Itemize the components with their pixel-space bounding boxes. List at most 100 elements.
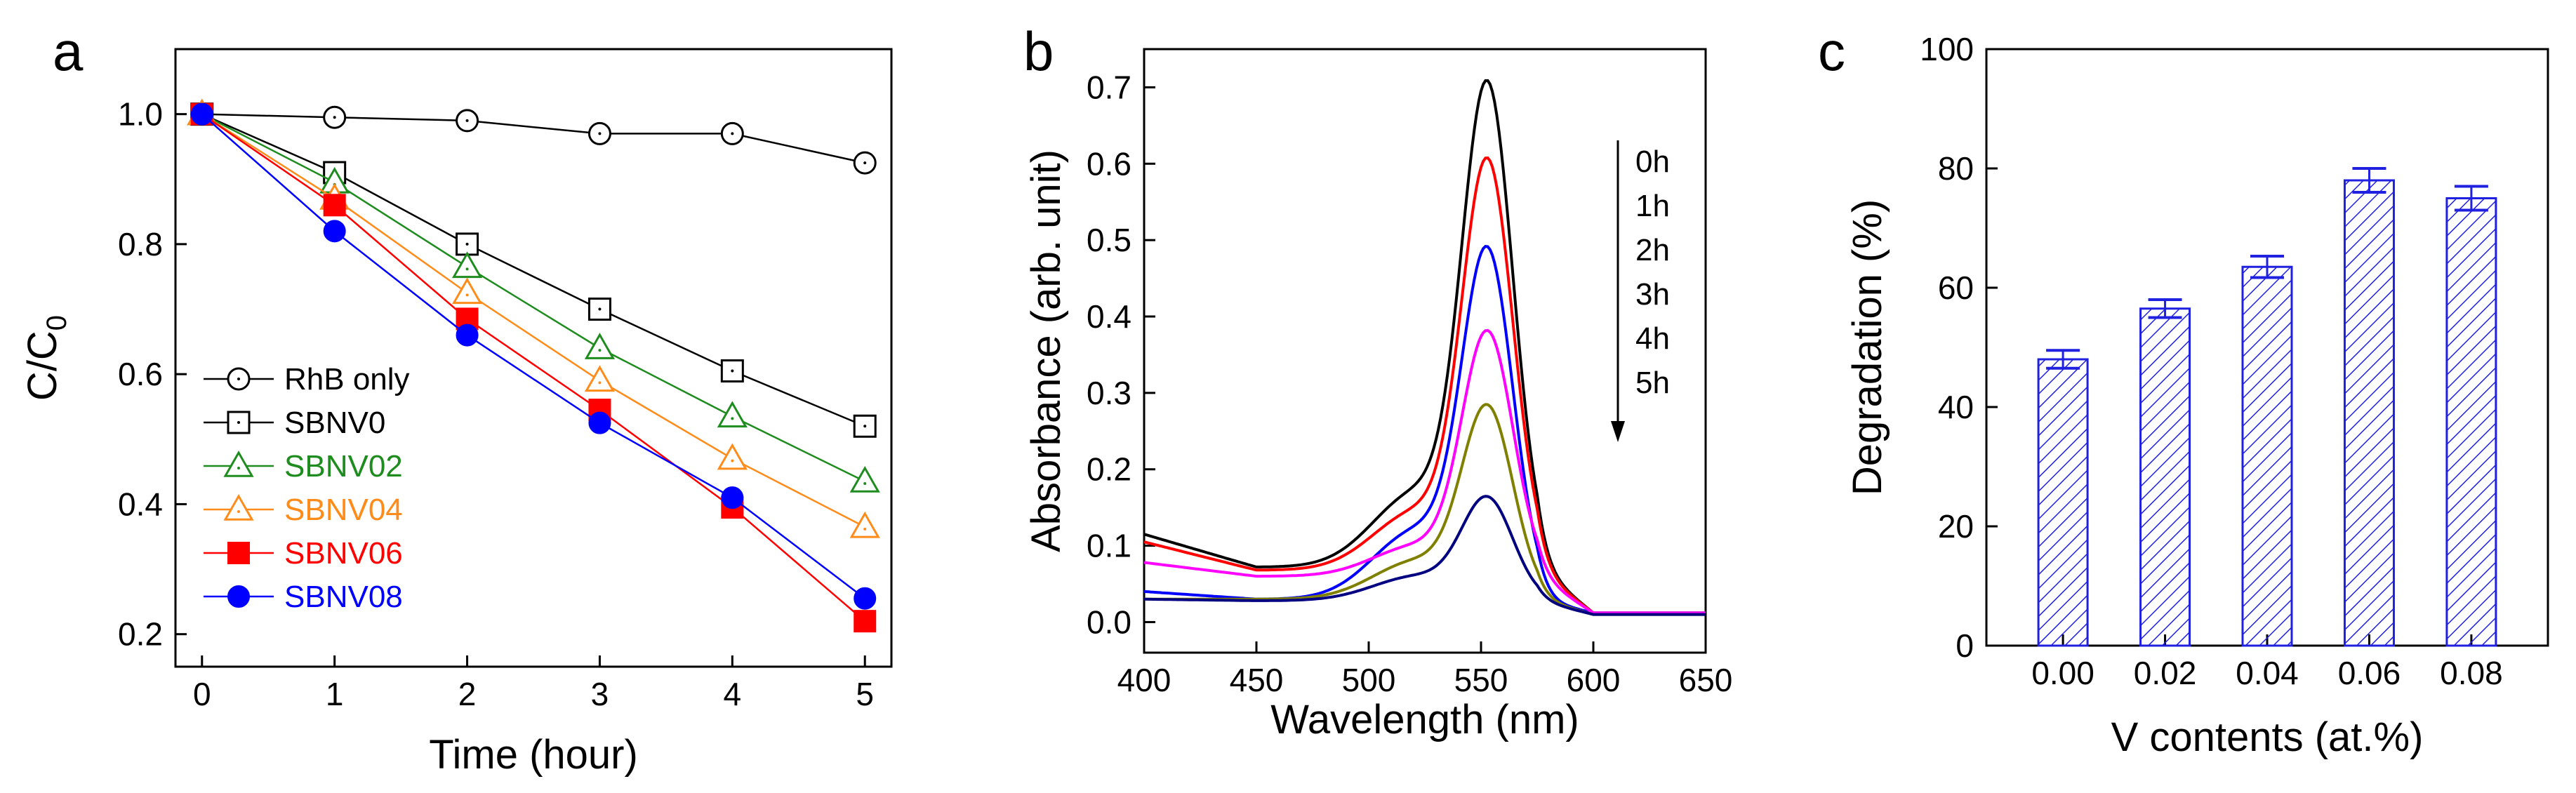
chart-a-series-line-3 (201, 113, 865, 528)
chart-c-x-tick-label: 0.06 (2338, 655, 2401, 691)
panel-label-b: b (1023, 20, 1054, 82)
chart-b-y-tick-label: 0.1 (1087, 528, 1131, 564)
chart-b-x-tick-label: 600 (1567, 662, 1621, 698)
chart-a-series-2-point (584, 333, 616, 359)
chart-a-legend-marker (223, 493, 254, 521)
chart-a-legend-marker (227, 585, 250, 608)
chart-a-series-0-point-dot (333, 116, 336, 119)
chart-b-y-tick-label: 0.2 (1087, 451, 1131, 488)
chart-a-series-3-point (717, 443, 748, 470)
chart-a-legend-label: SBNV04 (284, 493, 403, 527)
chart-a-x-tick-label: 3 (591, 676, 609, 712)
chart-a-legend-marker (227, 542, 250, 564)
chart-a-series-2-point-dot (731, 417, 734, 420)
chart-b-spectrum-3h (1143, 328, 1706, 615)
chart-a-series-1-point-dot (863, 425, 867, 428)
chart-b-time-label: 2h (1635, 233, 1670, 267)
chart-a-series-5-point (588, 411, 611, 434)
chart-c-x-tick-label: 0.04 (2236, 655, 2299, 691)
chart-a-legend: RhB only SBNV0 SBNV02 SBNV04 SBNV06 SBNV08 (204, 362, 410, 614)
chart-a-series-3-point-dot (863, 527, 867, 531)
chart-a-x-tick-label: 1 (326, 676, 344, 712)
chart-a-series-4-point (323, 194, 346, 217)
chart-b-x-axis-title: Wavelength (nm) (1270, 697, 1579, 742)
chart-a-x-tick-label: 5 (856, 676, 874, 712)
chart-a-series-line-5 (201, 113, 865, 599)
chart-b-y-tick-label: 0.3 (1087, 375, 1131, 411)
chart-c-y-axis-title: Degradation (%) (1845, 199, 1890, 495)
chart-b-time-label: 5h (1635, 366, 1670, 400)
chart-c-y-tick-label: 40 (1938, 389, 1974, 425)
chart-a-series-3-point (451, 277, 483, 305)
chart-a-y-axis-title-main: C/C (20, 331, 65, 401)
chart-a-series-0-point-dot (731, 132, 734, 135)
chart-a-series-2-point-dot (598, 349, 602, 352)
chart-b-x-tick-label: 450 (1230, 662, 1284, 698)
chart-a-series (187, 98, 880, 633)
chart-b-ticks: 400 450 500 550 600 650 0.0 0.1 0.2 0.3 0.4 0.5 0.6 0… (1087, 69, 1732, 698)
chart-a-series-5-point (854, 587, 877, 610)
chart-a-series-5-point (323, 220, 346, 243)
chart-b-time-label: 0h (1635, 145, 1670, 179)
chart-b-time-annotation: 0h 1h 2h 3h 4h 5h (1611, 140, 1670, 442)
chart-a-legend-label: SBNV0 (284, 406, 385, 440)
chart-c-x-axis-title: V contents (at.%) (2111, 714, 2424, 760)
chart-a-series-0-point-dot (465, 119, 469, 122)
chart-b: 400 450 500 550 600 650 0.0 0.1 0.2 0.3 0.4 0.5 0.6 0… (1023, 48, 1732, 742)
chart-a: 0 1 2 3 4 50.20.40.60.81.0 Time (hour) C/C0 R… (20, 48, 893, 778)
chart-c: 0 20 40 60 80 100 0.00 0.02 0.04 0.06 0.08 V conte… (1845, 31, 2549, 760)
chart-b-y-tick-label: 0.4 (1087, 298, 1131, 335)
chart-a-y-tick-label: 0.4 (118, 486, 163, 522)
chart-a-x-tick-label: 4 (724, 676, 742, 712)
chart-a-series-1-point-dot (731, 369, 734, 373)
panel-label-c: c (1818, 20, 1845, 82)
chart-a-y-tick-label: 1.0 (118, 96, 163, 133)
chart-a-series-5-point (721, 486, 744, 509)
chart-a-legend-marker (223, 450, 254, 477)
chart-a-legend-marker-dot (237, 510, 240, 513)
chart-a-plot-frame (174, 48, 893, 668)
chart-c-bar (2037, 358, 2089, 647)
chart-c-x-tick-label: 0.00 (2031, 655, 2094, 691)
chart-a-series-3-point (849, 511, 880, 538)
chart-a-series-4-point (854, 610, 877, 633)
chart-b-y-axis-title: Absorbance (arb. unit) (1023, 149, 1069, 552)
chart-a-legend-label: SBNV06 (284, 536, 403, 571)
chart-c-y-tick-label: 80 (1938, 150, 1974, 187)
chart-a-series-2-point (451, 251, 483, 279)
chart-a-series-1-point-dot (465, 242, 469, 246)
chart-c-x-tick-label: 0.02 (2134, 655, 2197, 691)
chart-a-y-axis-title: C/C0 (20, 315, 72, 401)
chart-a-series-2-point-dot (863, 482, 867, 485)
chart-a-x-axis-title: Time (hour) (429, 732, 638, 778)
chart-a-series-3-point-dot (731, 459, 734, 462)
chart-b-x-tick-label: 550 (1454, 662, 1508, 698)
chart-a-legend-label: RhB only (284, 362, 410, 396)
chart-b-y-tick-label: 0.0 (1087, 604, 1131, 640)
chart-c-bar (2343, 179, 2395, 647)
panel-label-a: a (53, 20, 84, 82)
chart-a-y-tick-label: 0.2 (118, 616, 163, 653)
chart-b-y-tick-label: 0.5 (1087, 222, 1131, 258)
chart-a-x-tick-label: 0 (193, 676, 211, 712)
chart-b-x-tick-label: 650 (1679, 662, 1733, 698)
chart-a-series-5-point (456, 324, 479, 347)
chart-c-y-tick-label: 100 (1920, 31, 1974, 67)
chart-a-series-5-point (190, 102, 213, 126)
chart-a-legend-marker-dot (237, 421, 240, 424)
chart-b-plot-frame (1143, 48, 1707, 654)
chart-c-y-tick-label: 0 (1956, 627, 1974, 664)
chart-b-time-label: 4h (1635, 321, 1670, 356)
chart-a-series-3-point-dot (465, 293, 469, 297)
chart-a-y-tick-label: 0.8 (118, 226, 163, 262)
chart-b-y-tick-label: 0.6 (1087, 145, 1131, 182)
chart-b-time-label: 3h (1635, 277, 1670, 312)
chart-a-series-line-1 (201, 113, 865, 427)
chart-b-spectrum-4h (1144, 403, 1706, 616)
chart-a-series-3-point-dot (598, 381, 602, 385)
chart-a-series-2-point (717, 401, 748, 428)
chart-c-y-tick-label: 20 (1938, 508, 1974, 545)
chart-c-y-tick-label: 60 (1938, 269, 1974, 306)
chart-a-legend-marker-dot (237, 378, 240, 380)
chart-b-x-tick-label: 400 (1117, 662, 1171, 698)
